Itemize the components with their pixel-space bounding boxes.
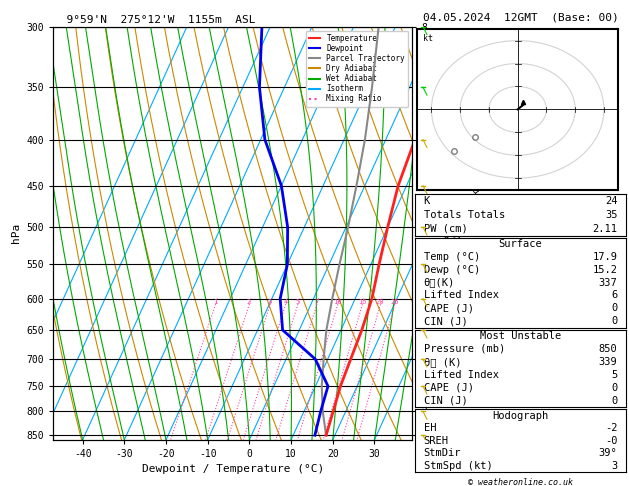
Text: 17.9: 17.9 <box>593 252 618 262</box>
Text: © weatheronline.co.uk: © weatheronline.co.uk <box>468 478 573 486</box>
Text: 337: 337 <box>599 278 618 288</box>
Text: 10: 10 <box>333 299 342 305</box>
Text: 9°59'N  275°12'W  1155m  ASL: 9°59'N 275°12'W 1155m ASL <box>53 15 256 25</box>
Text: 1: 1 <box>213 299 218 305</box>
Text: 15: 15 <box>358 299 367 305</box>
Text: 5: 5 <box>611 370 618 380</box>
Text: 15.2: 15.2 <box>593 265 618 275</box>
Text: Temp (°C): Temp (°C) <box>423 252 480 262</box>
Text: 20: 20 <box>376 299 384 305</box>
Text: 04.05.2024  12GMT  (Base: 00): 04.05.2024 12GMT (Base: 00) <box>423 12 618 22</box>
Text: Surface: Surface <box>499 239 542 249</box>
Legend: Temperature, Dewpoint, Parcel Trajectory, Dry Adiabat, Wet Adiabat, Isotherm, Mi: Temperature, Dewpoint, Parcel Trajectory… <box>306 31 408 106</box>
Text: 3: 3 <box>268 299 272 305</box>
Text: Dewp (°C): Dewp (°C) <box>423 265 480 275</box>
Text: 39°: 39° <box>599 449 618 458</box>
Text: 0: 0 <box>611 303 618 313</box>
Text: Totals Totals: Totals Totals <box>423 210 505 220</box>
Text: EH: EH <box>423 423 436 433</box>
Text: Mixing Ratio (g/kg): Mixing Ratio (g/kg) <box>472 177 482 289</box>
Text: 0: 0 <box>611 316 618 326</box>
Text: 5: 5 <box>296 299 300 305</box>
Text: 7: 7 <box>314 299 319 305</box>
Text: Most Unstable: Most Unstable <box>480 331 561 341</box>
Text: 6: 6 <box>611 291 618 300</box>
Text: 3: 3 <box>611 461 618 471</box>
Text: StmSpd (kt): StmSpd (kt) <box>423 461 493 471</box>
Text: -2: -2 <box>605 423 618 433</box>
Text: CIN (J): CIN (J) <box>423 316 467 326</box>
Text: 25: 25 <box>391 299 399 305</box>
Text: 850: 850 <box>599 344 618 354</box>
Y-axis label: km
ASL: km ASL <box>442 225 463 242</box>
Text: 2: 2 <box>247 299 251 305</box>
Text: Pressure (mb): Pressure (mb) <box>423 344 505 354</box>
Text: 0: 0 <box>611 396 618 406</box>
Y-axis label: hPa: hPa <box>11 223 21 243</box>
Text: Lifted Index: Lifted Index <box>423 291 499 300</box>
Text: CAPE (J): CAPE (J) <box>423 303 474 313</box>
Text: -0: -0 <box>605 436 618 446</box>
Text: 2.11: 2.11 <box>593 224 618 234</box>
Text: θᴇ(K): θᴇ(K) <box>423 278 455 288</box>
Text: PW (cm): PW (cm) <box>423 224 467 234</box>
Text: 339: 339 <box>599 357 618 367</box>
Text: kt: kt <box>423 34 433 43</box>
Text: 4: 4 <box>283 299 287 305</box>
Text: K: K <box>423 196 430 206</box>
Text: Hodograph: Hodograph <box>493 411 548 420</box>
Text: 35: 35 <box>605 210 618 220</box>
Text: θᴇ (K): θᴇ (K) <box>423 357 461 367</box>
Text: Lifted Index: Lifted Index <box>423 370 499 380</box>
Text: SREH: SREH <box>423 436 448 446</box>
Text: 0: 0 <box>611 383 618 393</box>
Text: StmDir: StmDir <box>423 449 461 458</box>
Text: 24: 24 <box>605 196 618 206</box>
Text: CIN (J): CIN (J) <box>423 396 467 406</box>
Text: CAPE (J): CAPE (J) <box>423 383 474 393</box>
X-axis label: Dewpoint / Temperature (°C): Dewpoint / Temperature (°C) <box>142 465 324 474</box>
